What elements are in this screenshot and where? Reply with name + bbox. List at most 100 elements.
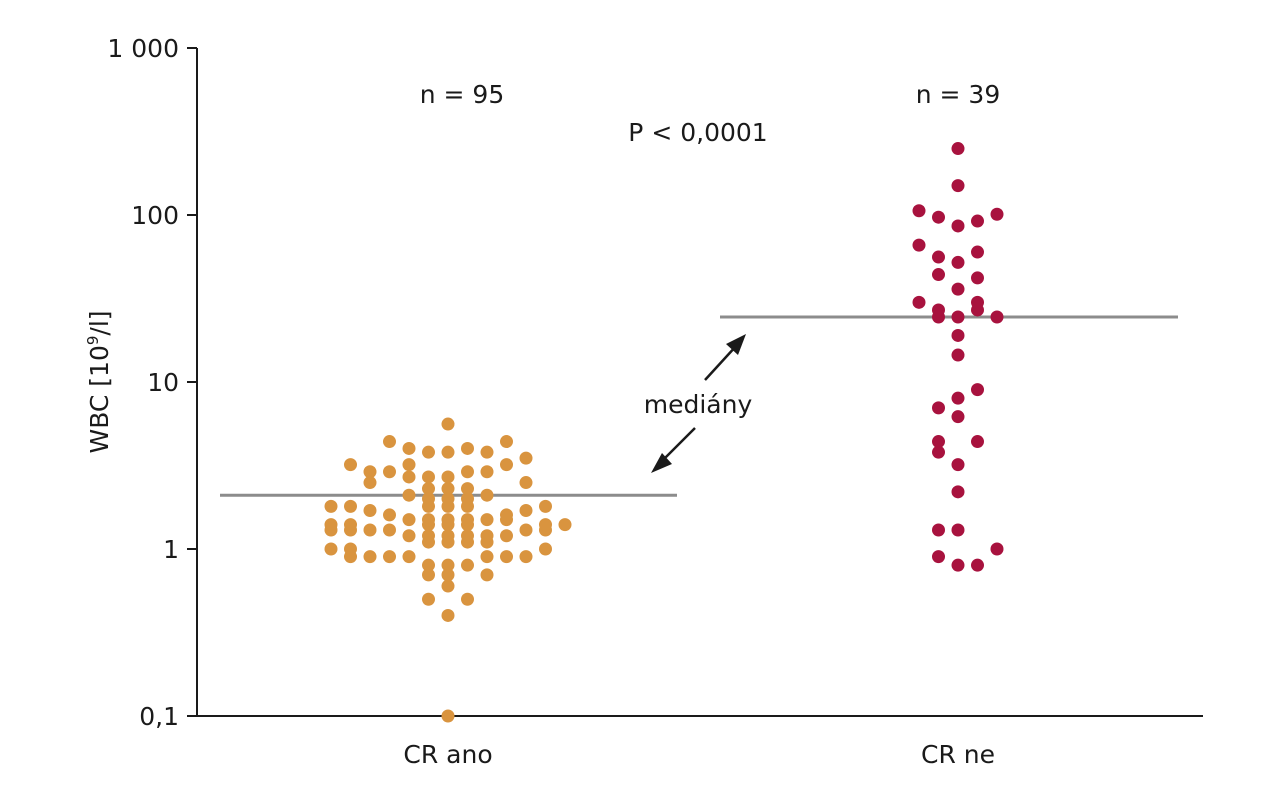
data-point (932, 401, 945, 415)
data-point (383, 465, 396, 479)
x-category-cr-ano: CR ano (403, 740, 492, 769)
data-point (951, 410, 965, 424)
n-label-cr-ano: n = 95 (420, 80, 505, 109)
data-point (932, 250, 945, 264)
data-point (422, 445, 435, 459)
data-point (422, 592, 435, 606)
data-point (539, 518, 552, 532)
medians-arrow-down (651, 427, 696, 473)
data-point (480, 465, 494, 479)
data-point (441, 579, 455, 593)
data-point (480, 445, 494, 459)
data-point (422, 492, 435, 506)
data-point (951, 219, 965, 233)
data-point (539, 499, 552, 513)
data-point (519, 476, 533, 490)
data-point (383, 435, 396, 449)
data-point (461, 441, 474, 455)
data-point (951, 142, 965, 156)
data-point (383, 550, 396, 564)
data-point (402, 441, 416, 455)
data-point (441, 417, 455, 431)
data-point (480, 568, 494, 582)
data-point (971, 245, 984, 259)
n-label-cr-ne: n = 39 (916, 80, 1001, 109)
data-point (951, 391, 965, 405)
data-point (480, 513, 494, 527)
data-point (519, 504, 533, 518)
data-point (344, 518, 357, 532)
data-point (932, 550, 945, 564)
data-point (990, 542, 1004, 556)
data-point (441, 513, 455, 527)
data-point (441, 709, 455, 723)
data-point (344, 542, 357, 556)
data-point (951, 179, 965, 193)
data-point (971, 214, 984, 228)
data-point (971, 271, 984, 285)
data-point (402, 488, 416, 502)
y-tick-label: 1 (163, 535, 179, 564)
data-point (480, 529, 494, 543)
data-point (363, 476, 377, 490)
data-point (363, 465, 377, 479)
data-point (441, 470, 455, 484)
data-point (441, 558, 455, 572)
data-point (363, 523, 377, 537)
data-point (951, 282, 965, 296)
data-point (932, 445, 945, 459)
data-point (500, 550, 513, 564)
data-point (461, 529, 474, 543)
data-point (932, 210, 945, 224)
data-point (971, 558, 984, 572)
data-point (932, 523, 945, 537)
series-cr-ne-points (912, 142, 1004, 572)
data-point (422, 513, 435, 527)
data-point (951, 485, 965, 499)
data-point (461, 513, 474, 527)
p-value-annotation: P < 0,0001 (628, 118, 767, 147)
data-point (422, 568, 435, 582)
data-point (539, 542, 552, 556)
data-point (558, 518, 572, 532)
axes: 0,1 1 10 100 1 000 (107, 34, 1203, 731)
data-point (441, 529, 455, 543)
medians-arrow-up (704, 334, 746, 381)
data-point (971, 383, 984, 397)
data-point (971, 435, 984, 449)
x-category-cr-ne: CR ne (921, 740, 995, 769)
data-point (402, 550, 416, 564)
data-point (422, 482, 435, 496)
data-point (951, 458, 965, 472)
data-point (344, 458, 357, 472)
y-tick-label: 10 (147, 368, 179, 397)
y-tick-label: 100 (131, 201, 179, 230)
data-point (990, 207, 1004, 221)
data-point (480, 488, 494, 502)
y-ticks: 0,1 1 10 100 1 000 (107, 34, 197, 731)
data-point (461, 558, 474, 572)
data-point (402, 470, 416, 484)
data-point (383, 523, 396, 537)
data-point (344, 499, 357, 513)
data-point (441, 445, 455, 459)
data-point (500, 529, 513, 543)
data-point (383, 508, 396, 522)
data-point (441, 492, 455, 506)
data-point (402, 513, 416, 527)
data-point (951, 348, 965, 362)
data-point (951, 255, 965, 269)
y-axis-label: WBC [109/l] (84, 310, 114, 453)
data-point (951, 310, 965, 324)
data-point (971, 295, 984, 309)
series-cr-ano-points (324, 417, 572, 723)
data-point (422, 558, 435, 572)
data-point (441, 482, 455, 496)
data-point (324, 542, 338, 556)
medians-annotation: mediány (644, 390, 753, 419)
data-point (461, 482, 474, 496)
data-point (932, 435, 945, 449)
data-point (402, 529, 416, 543)
